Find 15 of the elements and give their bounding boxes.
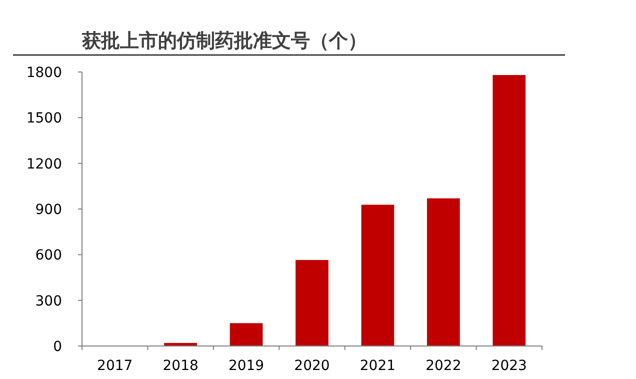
x-tick-label: 2021 <box>360 358 396 374</box>
y-tick-label: 900 <box>35 202 62 218</box>
y-tick-label: 1500 <box>26 110 62 127</box>
x-tick-label: 2018 <box>162 358 198 374</box>
y-tick-label: 600 <box>35 248 62 264</box>
x-tick-label: 2022 <box>426 358 462 374</box>
y-tick-label: 0 <box>53 339 62 355</box>
x-tick-label: 2020 <box>294 358 330 374</box>
x-tick-label: 2023 <box>491 358 527 374</box>
y-tick-label: 1200 <box>26 156 62 172</box>
x-tick-label: 2017 <box>97 358 133 374</box>
y-tick-label: 300 <box>35 293 62 310</box>
y-tick-label: 1800 <box>26 65 62 81</box>
chart-title: 获批上市的仿制药批准文号（个） <box>81 30 367 52</box>
x-tick-label: 2019 <box>228 358 264 374</box>
